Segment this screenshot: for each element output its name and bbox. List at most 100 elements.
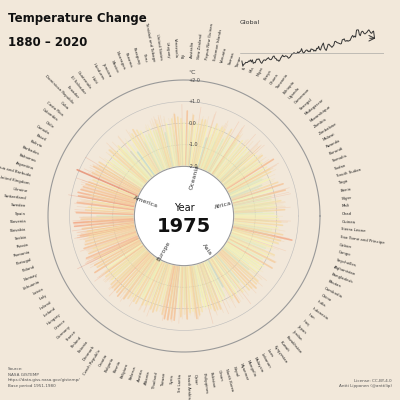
Text: Sierra Leone: Sierra Leone [341, 228, 366, 234]
Circle shape [134, 166, 234, 266]
Text: Taiwan: Taiwan [161, 372, 167, 386]
Text: Antigua and Barbuda: Antigua and Barbuda [0, 164, 32, 178]
Text: Poland: Poland [21, 265, 35, 273]
Text: Denmark: Denmark [82, 344, 95, 362]
Text: Italy: Italy [39, 293, 48, 301]
Text: Ghana: Ghana [270, 72, 280, 85]
Text: Argentina: Argentina [14, 161, 34, 170]
Text: Kazakhstan: Kazakhstan [285, 335, 302, 354]
Text: Bulgaria: Bulgaria [104, 356, 115, 373]
Text: Russia: Russia [16, 243, 29, 249]
Text: Uganda: Uganda [288, 86, 301, 100]
Text: Indonesia: Indonesia [311, 306, 329, 321]
Text: Benin: Benin [340, 187, 351, 193]
Text: Paraguay: Paraguay [131, 47, 140, 65]
Text: Kiribati: Kiribati [242, 56, 251, 71]
Text: Tanzania: Tanzania [276, 74, 289, 90]
Text: Niger: Niger [341, 196, 352, 201]
Text: Latvia: Latvia [32, 286, 44, 295]
Text: Papua New Guinea: Papua New Guinea [205, 23, 214, 60]
Text: Sudan: Sudan [334, 163, 347, 170]
Text: Peru: Peru [142, 54, 148, 63]
Text: Canada: Canada [35, 124, 50, 135]
Text: Czech Republic: Czech Republic [82, 349, 102, 376]
Text: Costa Rica: Costa Rica [46, 100, 64, 116]
Text: Solomon Islands: Solomon Islands [213, 29, 223, 61]
Text: Kenya: Kenya [263, 69, 272, 81]
Text: North Korea: North Korea [224, 368, 234, 391]
Text: Philippines: Philippines [201, 372, 208, 394]
Text: Belgium: Belgium [120, 363, 130, 379]
Text: Bhutan: Bhutan [327, 280, 342, 289]
Text: Zambia: Zambia [314, 117, 328, 129]
Text: Slovenia: Slovenia [9, 220, 26, 224]
Text: 0.0: 0.0 [189, 121, 196, 126]
Text: Bolivia: Bolivia [29, 140, 43, 149]
Text: India: India [316, 300, 326, 308]
Text: Chad: Chad [342, 212, 352, 216]
Text: Somalia: Somalia [332, 154, 348, 163]
Text: Mexico: Mexico [109, 60, 119, 74]
Text: Lithuania: Lithuania [23, 280, 41, 291]
Text: Japan: Japan [296, 324, 307, 335]
Text: Cambodia: Cambodia [324, 286, 343, 299]
Text: Guinea: Guinea [342, 220, 356, 224]
Text: Vanuatu: Vanuatu [220, 46, 228, 63]
Text: -1.0: -1.0 [189, 142, 198, 147]
Text: Burundi: Burundi [329, 146, 344, 156]
Text: Belarus: Belarus [128, 366, 137, 381]
Text: Thailand: Thailand [152, 371, 159, 389]
Text: Asia: Asia [202, 242, 213, 256]
Text: Saudi Arabia: Saudi Arabia [186, 374, 190, 399]
Text: Kuwait: Kuwait [279, 340, 290, 352]
Text: Estonia: Estonia [77, 340, 89, 354]
Text: Europe: Europe [156, 240, 171, 262]
Text: United Kingdom: United Kingdom [0, 175, 30, 186]
Text: Panama: Panama [124, 52, 133, 68]
Text: Hungary: Hungary [46, 312, 61, 326]
Text: Cameroon: Cameroon [294, 88, 311, 105]
Text: Jamaica: Jamaica [101, 62, 112, 77]
Text: Iraq: Iraq [302, 318, 310, 326]
Text: Nigeria: Nigeria [256, 63, 266, 77]
Text: License: CC-BY-4.0
Antti Lipponen (@anttilip): License: CC-BY-4.0 Antti Lipponen (@antt… [339, 378, 392, 388]
Text: Rwanda: Rwanda [325, 139, 341, 149]
Text: China: China [320, 293, 332, 302]
Text: America: America [133, 195, 159, 209]
Text: Honduras: Honduras [92, 63, 105, 81]
Text: Mozambique: Mozambique [309, 104, 332, 122]
Text: Ethiopia: Ethiopia [282, 80, 295, 94]
Text: Bangladesh: Bangladesh [330, 272, 353, 284]
Text: Chile: Chile [44, 120, 54, 129]
Text: Colombia: Colombia [42, 108, 59, 122]
Text: Source:
NASA GISTEMP
https://data.giss.nasa.gov/gistemp/
Base period 1951-1980: Source: NASA GISTEMP https://data.giss.n… [8, 368, 81, 388]
Text: Tonga: Tonga [235, 56, 243, 68]
Text: Austria: Austria [137, 368, 144, 382]
Text: Brazil: Brazil [35, 133, 46, 142]
Text: Romania: Romania [13, 250, 31, 258]
Text: Kyrgyzstan: Kyrgyzstan [273, 344, 288, 364]
Text: Iceland: Iceland [43, 306, 57, 318]
Text: El Salvador: El Salvador [69, 75, 86, 94]
Text: Fiji: Fiji [182, 53, 186, 58]
Text: Togo: Togo [338, 180, 348, 186]
Text: Mali: Mali [342, 204, 350, 208]
Text: Finland: Finland [71, 335, 83, 348]
Text: -2.0: -2.0 [189, 164, 198, 169]
Text: Switzerland: Switzerland [4, 194, 27, 201]
Text: Serbia: Serbia [15, 235, 28, 241]
Text: Syria: Syria [170, 374, 174, 384]
Text: Albania: Albania [144, 370, 152, 385]
Text: Sri Lanka: Sri Lanka [178, 374, 182, 392]
Text: South Sudan: South Sudan [336, 168, 362, 178]
Text: Nepal: Nepal [231, 366, 238, 378]
Text: Sao Tome and Principe: Sao Tome and Principe [340, 235, 385, 245]
Text: Laos: Laos [266, 349, 274, 358]
Text: Lebanon: Lebanon [260, 353, 271, 369]
Text: Malawi: Malawi [322, 132, 336, 142]
Text: Ukraine: Ukraine [13, 187, 28, 193]
Text: 1880 – 2020: 1880 – 2020 [8, 36, 87, 49]
Text: Germany: Germany [56, 324, 72, 340]
Text: Dominican Republic: Dominican Republic [44, 74, 74, 105]
Text: Jordan: Jordan [291, 330, 302, 342]
